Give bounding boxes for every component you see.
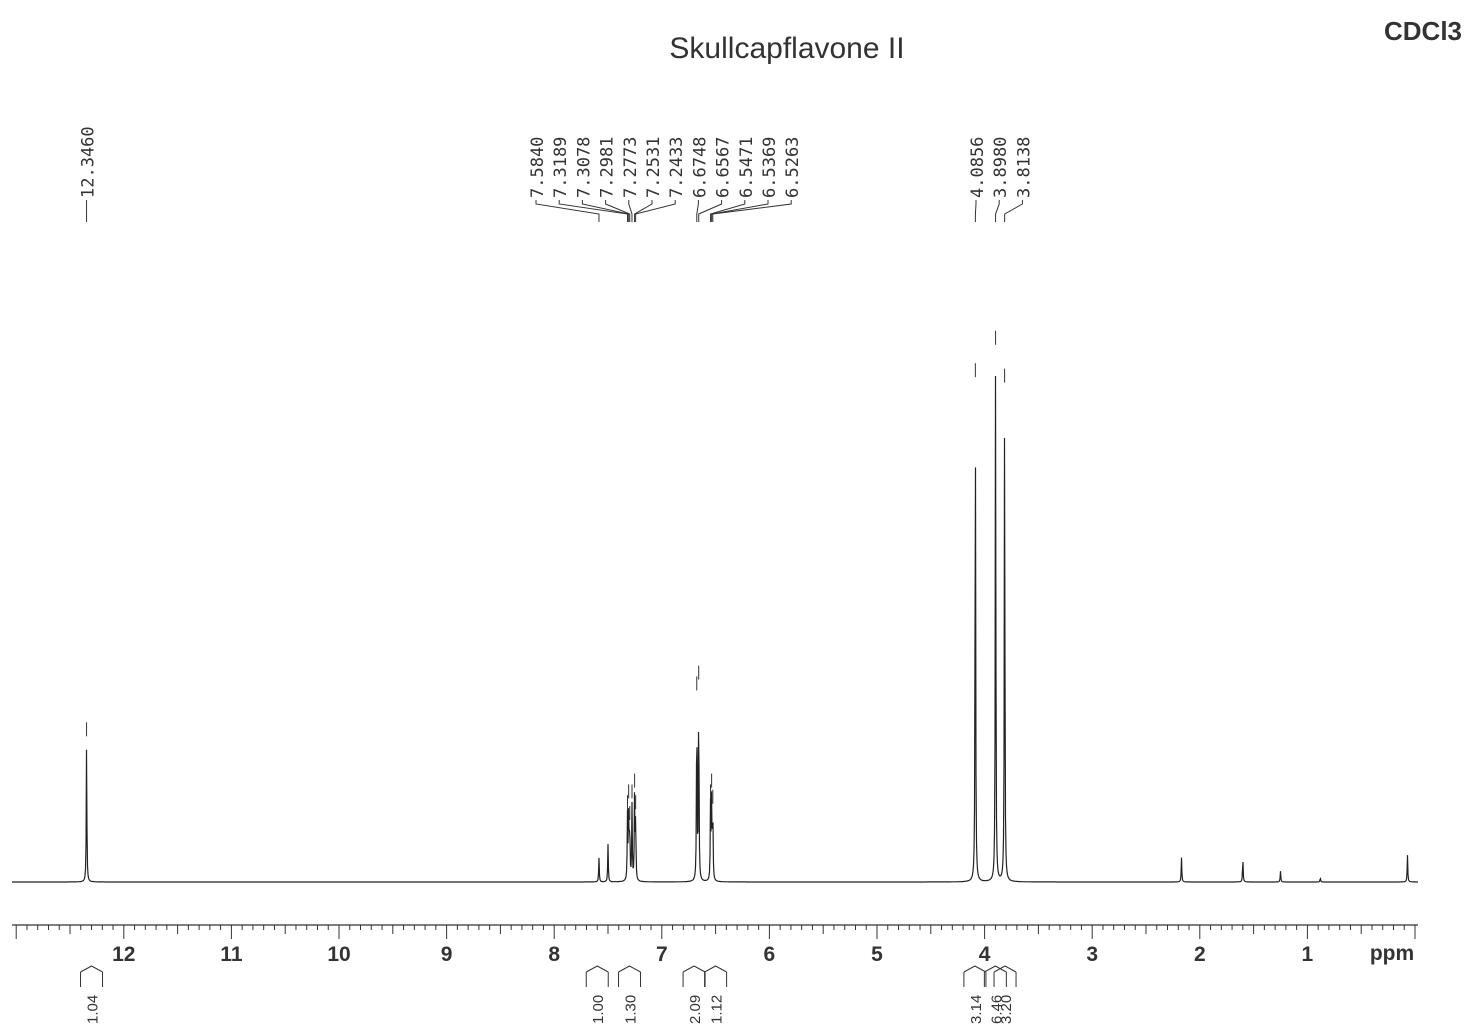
x-tick-label: 7 bbox=[656, 943, 668, 966]
chart-title: Skullcapflavone II bbox=[669, 32, 904, 65]
peak-label-group: 12.3460 7.5840 7.3189 7.3078 7.2981 7.2773 7.2… bbox=[79, 126, 1034, 222]
peak-shift-label: 7.3078 bbox=[574, 137, 594, 198]
peak-shift-label: 7.2433 bbox=[667, 137, 687, 198]
peak-label-connector bbox=[696, 200, 699, 222]
x-axis: 12 11 10 9 8 7 6 5 4 3 2 1 bbox=[12, 924, 1418, 966]
integral-group: 1.04 1.00 1.30 2.09 1.12 3.14 6.463.20 bbox=[80, 965, 1017, 1024]
peak-label-connector bbox=[634, 200, 653, 222]
peak-shift-label: 7.5840 bbox=[528, 137, 548, 198]
integral-value: 6.46 bbox=[988, 995, 1005, 1024]
peak-shift-label: 7.2531 bbox=[644, 137, 664, 198]
peak-label-connector bbox=[698, 200, 723, 222]
peak-shift-label: 7.2981 bbox=[598, 137, 618, 198]
integral-bracket bbox=[618, 965, 642, 987]
integral-bracket bbox=[80, 965, 104, 987]
peak-shift-label: 3.8138 bbox=[1014, 137, 1034, 198]
peak-shift-label: 7.3189 bbox=[551, 137, 571, 198]
peak-label-connector bbox=[535, 200, 600, 222]
integral-value: 1.04 bbox=[85, 995, 102, 1024]
peak-shift-label: 6.6567 bbox=[714, 137, 734, 198]
x-tick-label: 4 bbox=[979, 943, 991, 966]
peak-label-connector bbox=[711, 200, 769, 222]
x-tick-label: 6 bbox=[764, 943, 776, 966]
peak-shift-label: 6.5471 bbox=[737, 137, 757, 198]
peak-shift-label: 4.0856 bbox=[968, 137, 988, 198]
peak-label-connector bbox=[558, 200, 628, 222]
x-axis-unit-label: ppm bbox=[1370, 942, 1414, 965]
peak-shift-label: 6.5369 bbox=[760, 137, 780, 198]
integral-value: 2.09 bbox=[687, 995, 704, 1024]
solvent-label: CDCl3 bbox=[1384, 16, 1462, 46]
peak-shift-label: 12.3460 bbox=[79, 126, 99, 198]
peak-shift-label: 6.5263 bbox=[783, 137, 803, 198]
peak-label-connector bbox=[605, 200, 631, 222]
x-tick-label: 2 bbox=[1194, 943, 1206, 966]
integral-bracket bbox=[704, 965, 728, 987]
integral-value: 1.00 bbox=[590, 995, 607, 1024]
x-tick-label: 3 bbox=[1086, 943, 1098, 966]
peak-label-connector bbox=[628, 200, 633, 222]
x-tick-label: 12 bbox=[112, 943, 135, 966]
peak-shift-label: 6.6748 bbox=[690, 137, 710, 198]
integral-bracket bbox=[682, 965, 706, 987]
x-tick-label: 5 bbox=[871, 943, 883, 966]
x-tick-label: 9 bbox=[441, 943, 453, 966]
integral-bracket bbox=[983, 965, 1007, 987]
integral-value: 1.30 bbox=[623, 995, 640, 1024]
x-tick-label: 8 bbox=[548, 943, 560, 966]
peak-label-connector bbox=[974, 200, 977, 222]
peak-label-connector bbox=[635, 200, 676, 222]
integral-bracket bbox=[585, 965, 609, 987]
integral-value: 3.20 bbox=[998, 995, 1015, 1024]
peak-shift-label: 7.2773 bbox=[621, 137, 641, 198]
integral-value: 1.12 bbox=[709, 995, 726, 1024]
spectrum-trace bbox=[12, 375, 1418, 883]
x-tick-label: 11 bbox=[220, 943, 243, 966]
peak-shift-label: 3.8980 bbox=[991, 137, 1011, 198]
peak-label-connector bbox=[1004, 200, 1023, 222]
integral-bracket bbox=[993, 965, 1017, 987]
peak-label-connector bbox=[712, 200, 792, 222]
peak-label-connector bbox=[710, 200, 746, 222]
x-tick-label: 1 bbox=[1302, 943, 1314, 966]
x-tick-label: 10 bbox=[327, 943, 350, 966]
integral-value: 3.14 bbox=[968, 995, 985, 1024]
peak-label-connector bbox=[995, 200, 1000, 222]
integral-bracket bbox=[963, 965, 987, 987]
peak-markers bbox=[86, 330, 1006, 820]
peak-label-connector bbox=[581, 200, 630, 222]
